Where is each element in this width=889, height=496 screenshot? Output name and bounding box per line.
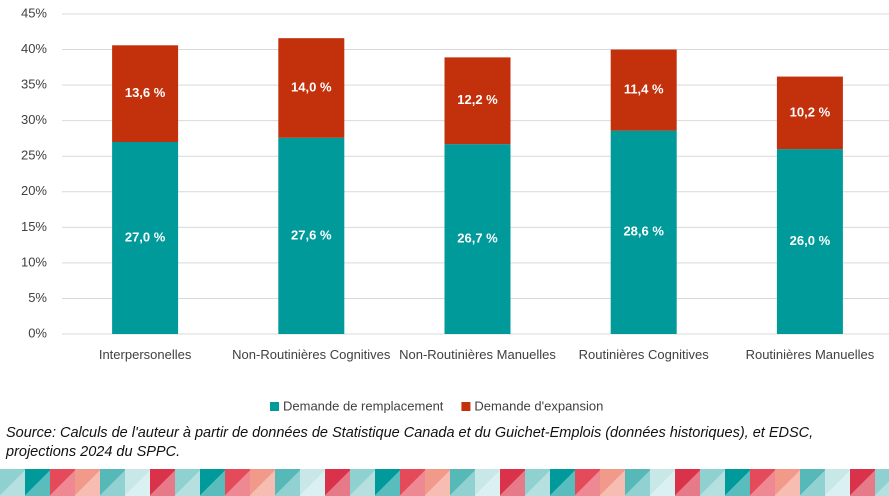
legend-label: Demande de remplacement [283,398,444,413]
legend-swatch [270,402,279,411]
value-label: 11,4 % [624,82,664,97]
value-label: 28,6 % [623,224,664,239]
bar-segment [610,49,677,131]
y-tick-label: 5% [28,290,47,305]
y-tick-label: 10% [21,254,47,269]
plot: 0% 5% 10% 15% 20% 25% 30% 35% 40% 45% 27,0 % 13,6 %… [21,5,889,413]
y-tick-label: 0% [28,325,47,340]
value-label: 27,6 % [291,227,332,242]
bar-segment [776,149,843,334]
y-tick-label: 45% [21,5,47,20]
value-label: 13,6 % [125,85,166,100]
y-tick-label: 40% [21,41,47,56]
x-tick-label: Routinières Cognitives [578,347,709,362]
value-label: 12,2 % [457,92,498,107]
y-tick-label: 15% [21,219,47,234]
value-label: 10,2 % [790,104,831,119]
y-tick-label: 30% [21,112,47,127]
decorative-band [0,469,889,496]
x-tick-label: Non-Routinières Manuelles [399,347,556,362]
value-label: 14,0 % [291,79,332,94]
bar-segment [278,137,345,334]
bar-segment [610,130,677,334]
y-tick-label: 25% [21,148,47,163]
bar-segment [112,142,179,334]
value-label: 27,0 % [125,229,166,244]
value-label: 26,0 % [790,233,831,248]
value-label: 26,7 % [457,231,498,246]
y-tick-label: 35% [21,77,47,92]
legend-label: Demande d'expansion [474,398,603,413]
bar-segment [278,38,345,138]
bar-segment [776,76,843,150]
bar-segment [444,57,511,145]
y-tick-label: 20% [21,183,47,198]
x-tick-label: Interpersonelles [98,347,192,362]
bar-segment [444,144,511,334]
x-tick-label: Routinières Manuelles [745,347,875,362]
bar-segment [112,45,179,142]
x-tick-label: Non-Routinières Cognitives [232,347,391,362]
source-note: Source: Calculs de l'auteur à partir de … [6,425,814,460]
legend-swatch [461,402,471,411]
